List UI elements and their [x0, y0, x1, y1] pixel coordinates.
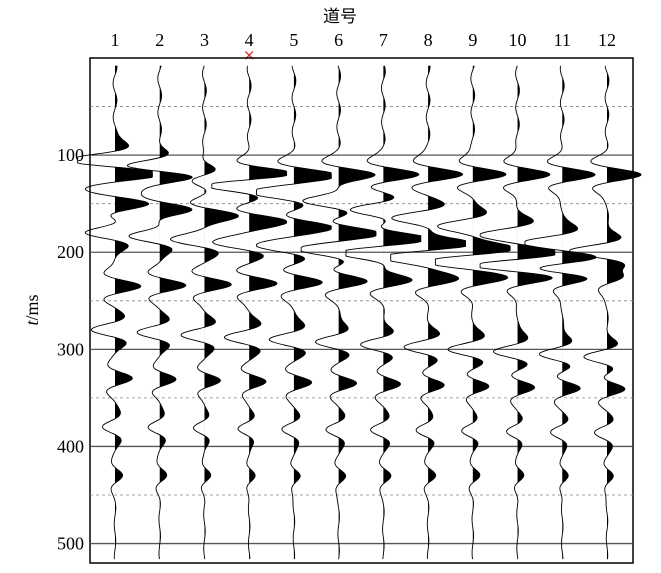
trace-12-fill: [607, 65, 642, 560]
trace-labels: 1 2 3 4 5 6 7 8 9 10 11 12: [111, 30, 617, 50]
trace-label: 4: [245, 30, 254, 50]
y-tick-label: 300: [57, 339, 84, 359]
trace-label: 9: [468, 30, 477, 50]
trace-8-fill: [428, 65, 466, 560]
trace-4-fill: [249, 65, 287, 560]
y-axis-label: t/ms: [22, 294, 42, 325]
trace-5-fill: [293, 65, 332, 560]
y-axis-label-unit: /ms: [22, 294, 42, 320]
trace-label: 7: [379, 30, 388, 50]
trace-1-fill: [115, 65, 153, 560]
trace-7-wiggle: [345, 65, 422, 560]
trace-marker: ×: [243, 46, 256, 64]
trace-5-wiggle: [256, 65, 332, 560]
y-tick-label: 400: [57, 436, 84, 456]
trace-3-wiggle: [170, 65, 239, 560]
trace-label: 11: [554, 30, 571, 50]
trace-2-fill: [159, 65, 193, 560]
trace-label: 1: [111, 30, 120, 50]
trace-label: 10: [509, 30, 527, 50]
trace-9-wiggle: [434, 65, 511, 560]
trace-label: 3: [200, 30, 209, 50]
trace-marker-symbol: ×: [243, 46, 256, 64]
traces: [77, 65, 642, 560]
trace-label: 8: [424, 30, 433, 50]
trace-label: 2: [155, 30, 164, 50]
y-tick-label: 200: [57, 242, 84, 262]
trace-label: 6: [334, 30, 343, 50]
plot-frame: [89, 57, 634, 564]
trace-10-wiggle: [479, 65, 556, 560]
trace-6-wiggle: [300, 65, 377, 560]
trace-label: 12: [598, 30, 616, 50]
trace-4-wiggle: [211, 65, 288, 560]
trace-11-fill: [562, 65, 596, 560]
y-tick-label: 100: [57, 145, 84, 165]
trace-10-fill: [517, 65, 555, 560]
trace-6-fill: [338, 65, 376, 560]
trace-8-wiggle: [390, 65, 466, 560]
trace-3-fill: [204, 65, 239, 560]
y-tick-labels: 100 200 300 400 500: [57, 145, 84, 553]
trace-label: 5: [289, 30, 298, 50]
trace-1-wiggle: [77, 65, 153, 560]
trace-9-fill: [472, 65, 511, 560]
trace-2-wiggle: [126, 65, 193, 560]
x-axis-label: 道号: [323, 7, 357, 27]
y-axis-label-italic: t: [22, 320, 42, 326]
trace-7-fill: [383, 65, 421, 560]
trace-12-wiggle: [569, 65, 642, 560]
trace-11-wiggle: [524, 65, 597, 560]
y-tick-label: 500: [57, 534, 84, 554]
